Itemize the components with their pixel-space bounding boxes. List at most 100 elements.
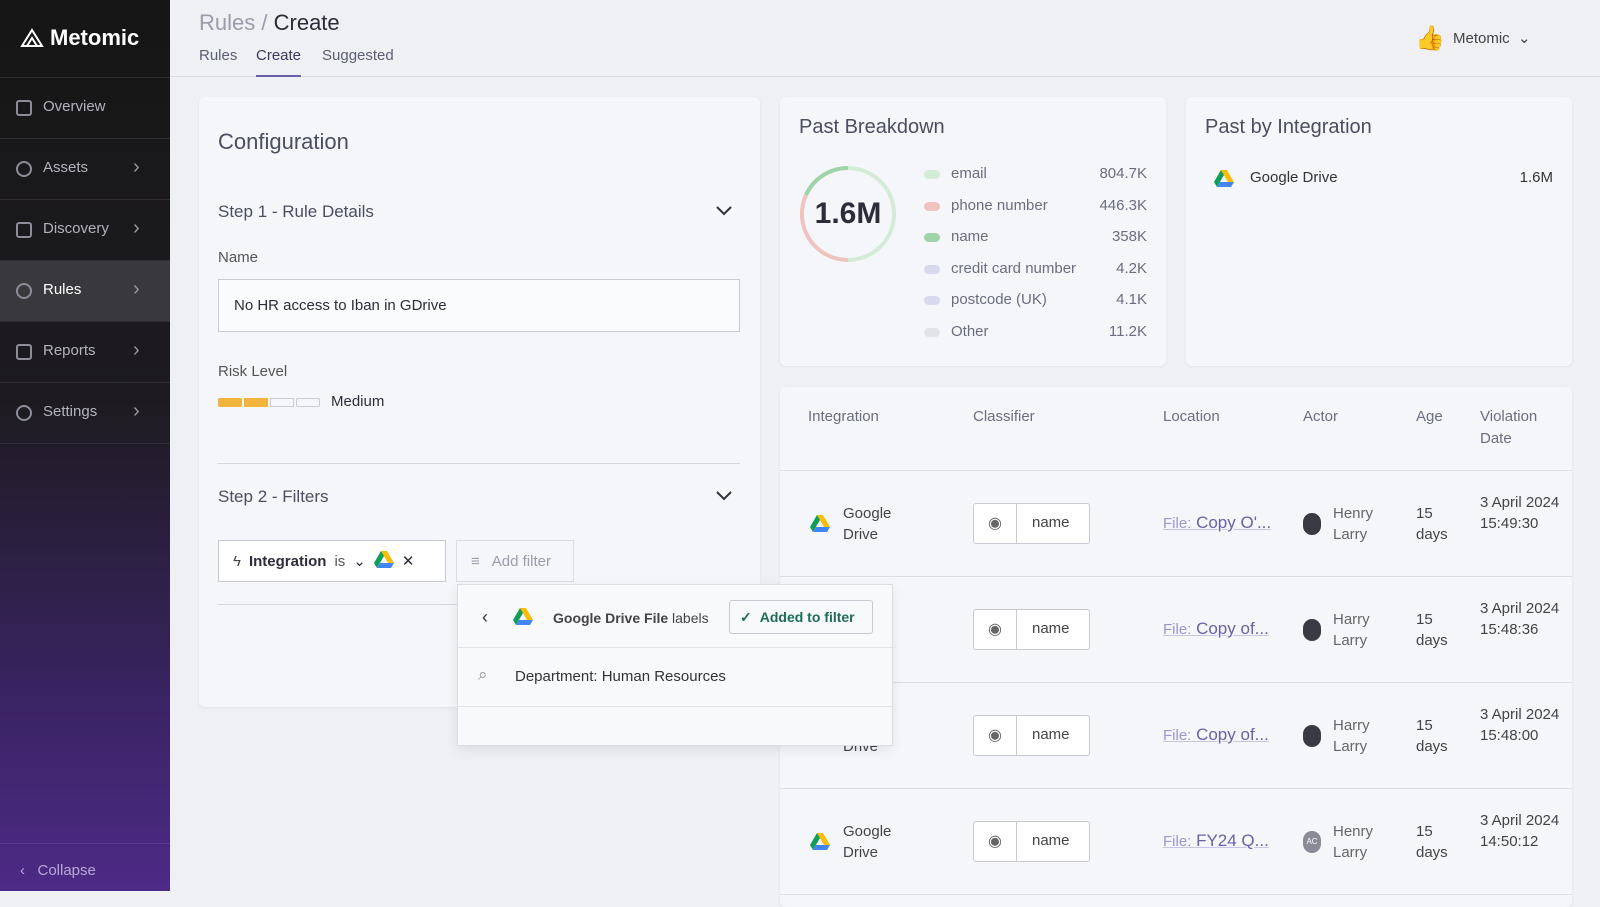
sidebar: Metomic Overview Assets › Discovery › Rules › R…: [0, 0, 170, 891]
location-name: Copy O'...: [1196, 513, 1272, 532]
total: 1.6M: [814, 197, 882, 230]
nav-item[interactable]: Settings ›: [0, 383, 170, 444]
nav-item[interactable]: Rules ›: [0, 261, 170, 322]
breadcrumb-current: Create: [273, 10, 340, 35]
field-label: Name: [218, 249, 259, 266]
location-link[interactable]: File: Copy O'...: [1163, 513, 1271, 533]
age-cell: 15 days: [1416, 717, 1448, 755]
step-title[interactable]: Step 2 - Filters: [218, 487, 329, 506]
card-title: Configuration: [218, 129, 349, 154]
top-bar: Rules / Create Rules Create Suggested 👍 Me…: [170, 0, 1600, 77]
google-drive-icon: [1214, 170, 1234, 187]
add-filter-button[interactable]: ≡ Add filter: [456, 540, 574, 582]
breadcrumb-parent[interactable]: Rules: [199, 10, 256, 35]
integration-name: Google Drive: [1250, 169, 1338, 186]
nav-icon: [16, 283, 32, 299]
classifier-chip[interactable]: ◉ name: [973, 609, 1090, 650]
brand: Metomic: [50, 25, 140, 50]
nav-chevron: ›: [133, 156, 140, 178]
nav-label: Rules: [43, 281, 82, 298]
integration-cell: Google Drive: [843, 823, 892, 861]
table-row[interactable]: Google Drive ◉ name File: Copy O'... Henry L…: [780, 471, 1572, 577]
table-row[interactable]: Google Drive ◉ name File: FY24 Q... AC Henry …: [780, 789, 1572, 895]
legend-dot: [924, 201, 940, 211]
classifier-chip[interactable]: ◉ name: [973, 821, 1090, 862]
tab[interactable]: Rules: [199, 47, 238, 64]
eye-icon: ◉: [974, 610, 1017, 649]
column-header: Location: [1163, 408, 1220, 425]
violation-date: 3 April 2024 15:49:30: [1480, 494, 1560, 532]
collapse-label: Collapse: [37, 862, 96, 879]
nav-chevron: ›: [133, 400, 140, 422]
location-name: Copy of...: [1196, 725, 1269, 744]
step-title[interactable]: Step 1 - Rule Details: [218, 202, 374, 221]
location-link[interactable]: File: Copy of...: [1163, 619, 1269, 639]
nav-icon: [16, 161, 32, 177]
nav-item[interactable]: Overview: [0, 78, 170, 139]
column-header: Integration: [808, 408, 879, 425]
tab[interactable]: Suggested: [322, 47, 394, 64]
filter-chip[interactable]: ϟ Integration is ⌄ ✕: [218, 540, 446, 582]
location-name: Copy of...: [1196, 619, 1269, 638]
legend-dot: [924, 233, 940, 242]
nav-icon: [16, 344, 32, 360]
column-header: Classifier: [973, 408, 1035, 425]
actor-avatar: [1303, 619, 1321, 641]
violation-date: 3 April 2024 14:50:12: [1480, 812, 1560, 850]
violation-date: 3 April 2024 15:48:36: [1480, 600, 1560, 638]
legend-dot: [924, 264, 940, 274]
past-by-integration-card: Past by Integration Google Drive 1.6M: [1186, 97, 1572, 366]
label-dropdown: ‹ Google Drive File labels ✓ Added to fil…: [457, 584, 893, 746]
nav-icon: [16, 405, 32, 421]
violations-table: Integration Classifier Location Actor Age Vio…: [780, 387, 1572, 907]
added-to-filter-button[interactable]: ✓ Added to filter: [729, 600, 873, 634]
nav-item[interactable]: Assets ›: [0, 139, 170, 200]
risk-meter[interactable]: [218, 398, 320, 407]
legend-value: 4.2K: [1116, 259, 1147, 277]
actor-avatar: [1303, 725, 1321, 747]
status-label: Added to filter: [759, 609, 855, 625]
integration-value: 1.6M: [1519, 169, 1553, 186]
classifier-chip[interactable]: ◉ name: [973, 715, 1090, 756]
collapse-button[interactable]: ‹ Collapse: [20, 862, 96, 879]
account-menu[interactable]: Metomic ⌄: [1453, 30, 1531, 47]
legend-value: 11.2K: [1108, 322, 1147, 340]
classifier-label: name: [1032, 514, 1070, 531]
tab[interactable]: Create: [256, 47, 302, 77]
nav-icon: [16, 222, 32, 238]
classifier-chip[interactable]: ◉ name: [973, 503, 1090, 544]
actor-name: Henry Larry: [1333, 823, 1374, 861]
location-link[interactable]: File: Copy of...: [1163, 725, 1269, 745]
nav-chevron: ›: [133, 339, 140, 361]
past-breakdown-card: Past Breakdown 1.6M email 804.7K phone num…: [780, 97, 1166, 366]
eye-icon: ◉: [974, 504, 1017, 543]
nav-label: Assets: [43, 159, 89, 176]
location-link[interactable]: File: FY24 Q...: [1163, 831, 1269, 851]
filter-operator[interactable]: is: [334, 552, 346, 570]
nav-label: Overview: [43, 98, 106, 115]
integration-icon: [810, 832, 830, 855]
nav-item[interactable]: Discovery ›: [0, 200, 170, 261]
nav-item[interactable]: Reports ›: [0, 322, 170, 383]
age-cell: 15 days: [1416, 823, 1448, 861]
location-prefix: File:: [1163, 621, 1192, 638]
label-option[interactable]: Department: Human Resources: [515, 668, 726, 685]
violation-date: 3 April 2024 15:48:00: [1480, 706, 1560, 744]
chevron[interactable]: [714, 489, 734, 503]
legend-value: 446.3K: [1099, 196, 1147, 214]
classifier-label: name: [1032, 726, 1070, 743]
back-button[interactable]: ‹: [482, 607, 488, 627]
name-input[interactable]: No HR access to Iban in GDrive: [218, 279, 740, 332]
legend-label: Other: [951, 322, 989, 340]
eye-icon: ◉: [974, 716, 1017, 755]
eye-icon: ◉: [974, 822, 1017, 861]
filter-field: Integration: [248, 552, 327, 570]
integration-icon: [1214, 169, 1234, 192]
legend-value: 804.7K: [1099, 165, 1147, 182]
legend-dot: [924, 327, 940, 337]
chevron[interactable]: [714, 204, 734, 218]
location-name: FY24 Q...: [1196, 831, 1269, 850]
